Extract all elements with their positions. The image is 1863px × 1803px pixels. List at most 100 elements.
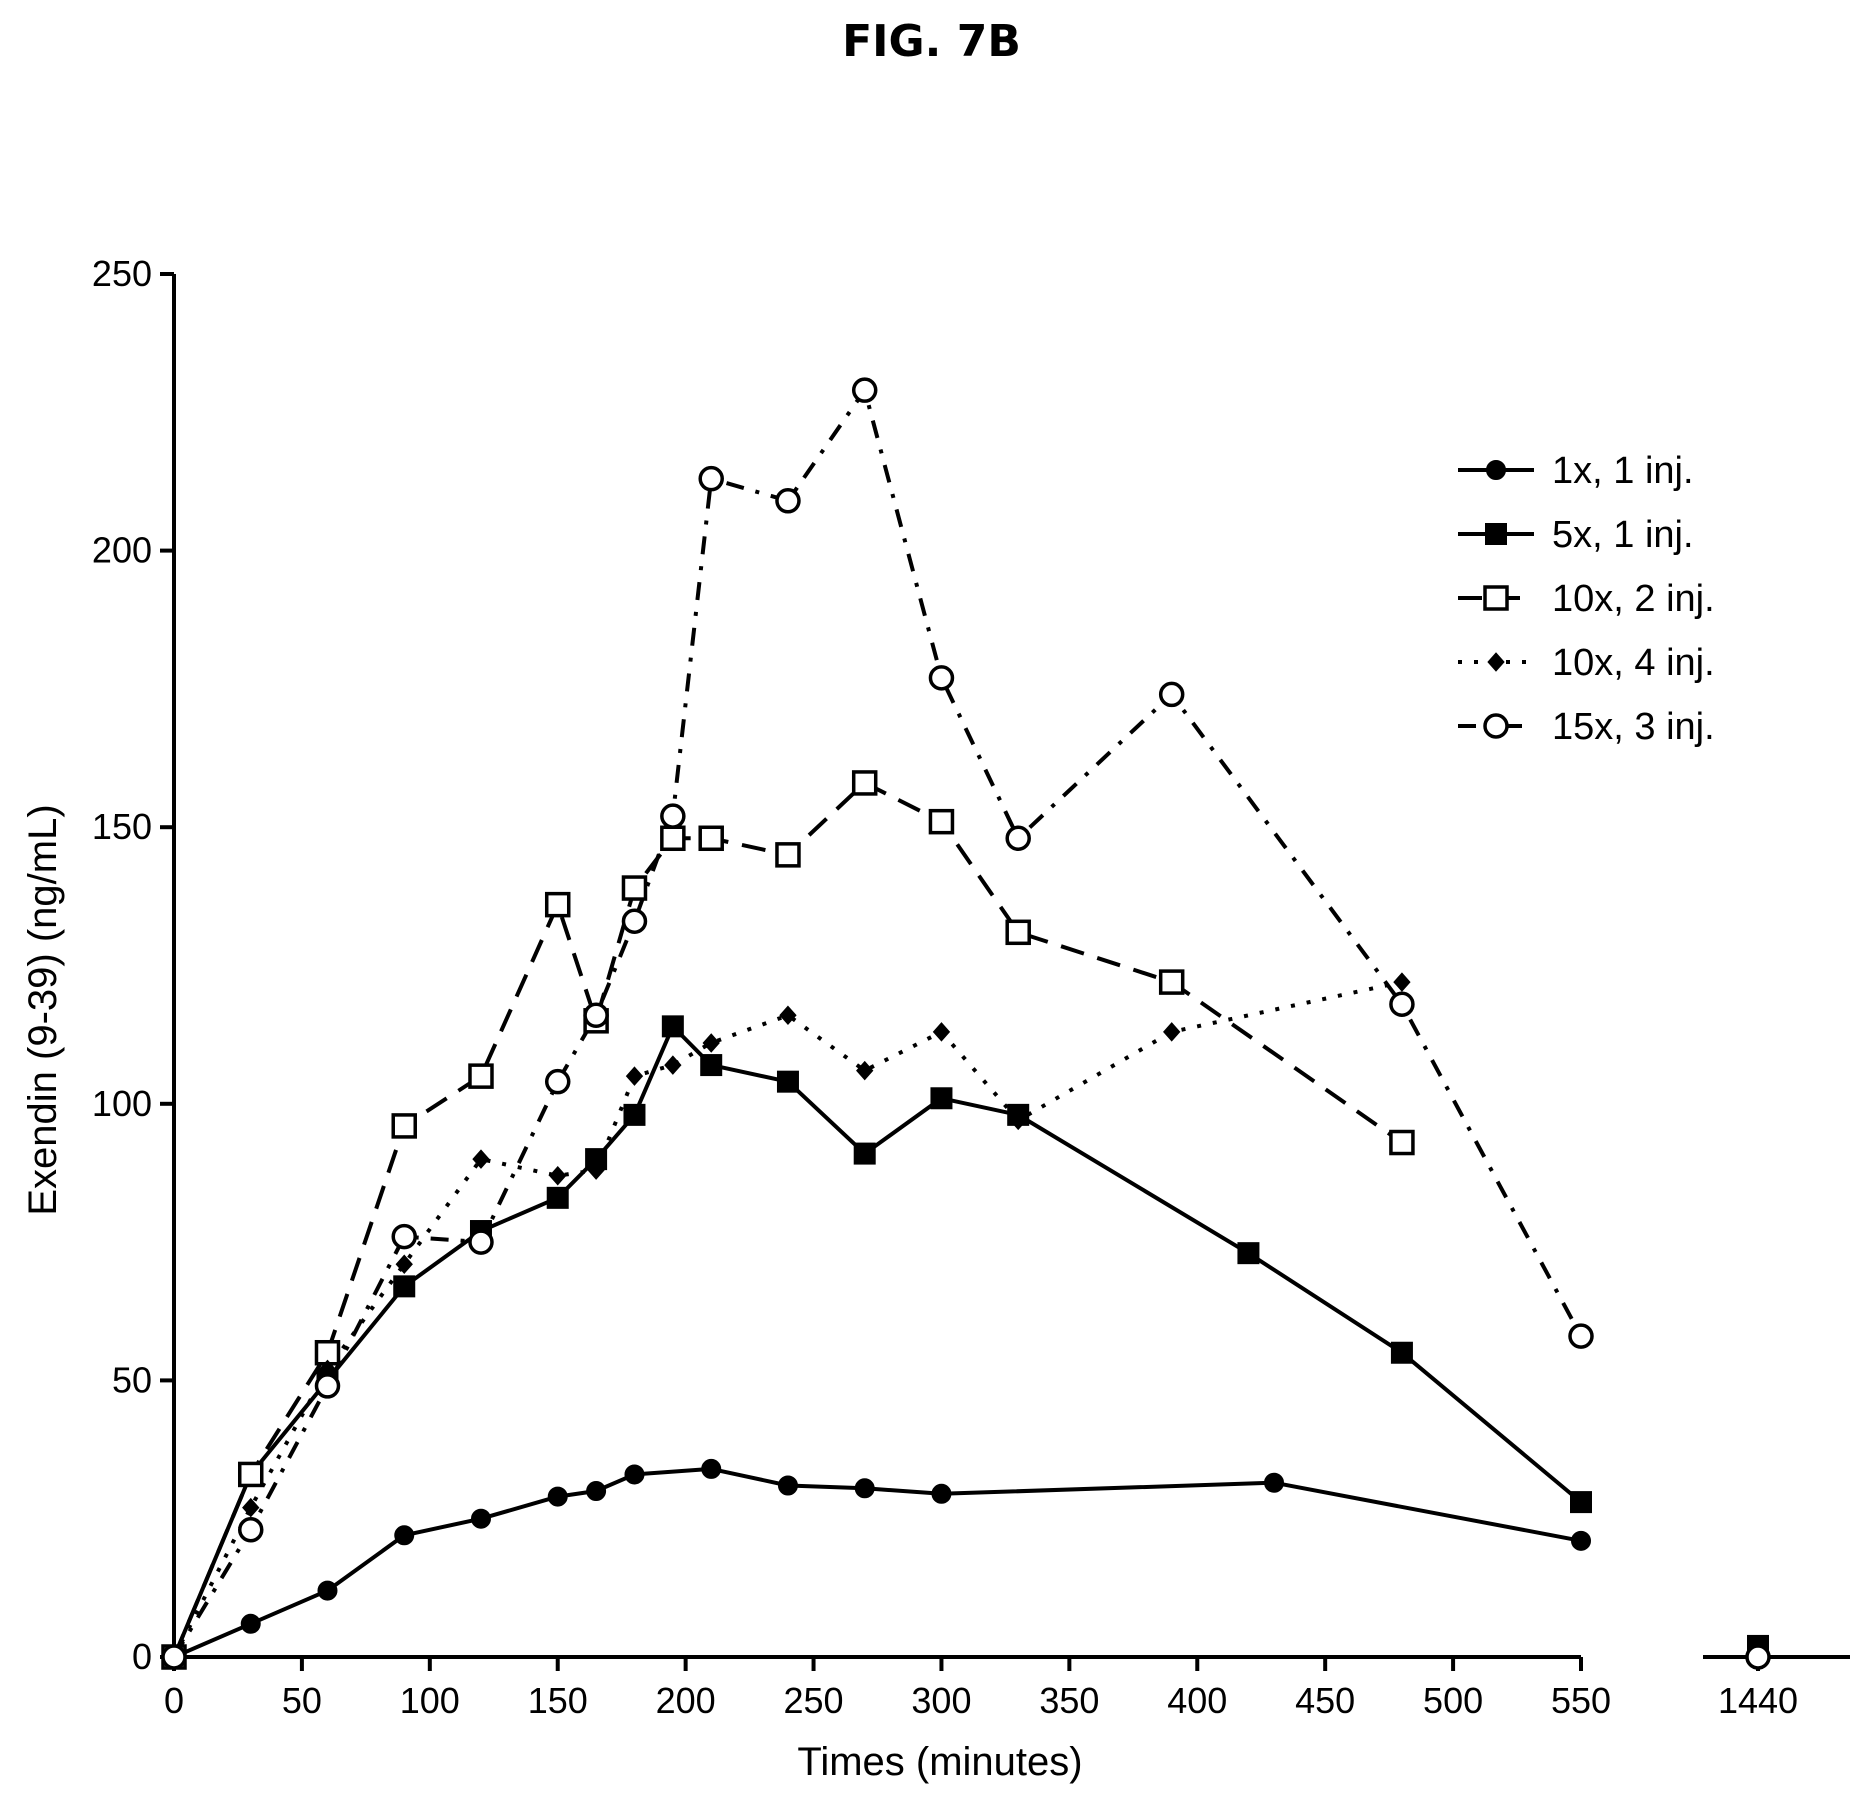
data-point [930,1087,953,1110]
axes: 0 50 100 150 200 250 0 50 100 150 200 250 300 350 400 4… [92,253,1850,1721]
data-point [664,1055,682,1075]
data-point [391,1113,417,1139]
data-point [1009,1110,1027,1131]
data-point [1389,991,1415,1017]
data-point [549,1165,567,1186]
y-tick-label: 250 [92,253,152,294]
x-tick-label: 200 [656,1680,716,1721]
legend-label-4: 10x, 4 inj. [1552,642,1715,684]
legend-label-1: 1x, 1 inj. [1552,450,1694,492]
legend-label-2: 5x, 1 inj. [1552,514,1694,556]
data-point [621,875,648,901]
x-tick-label: 250 [784,1680,844,1721]
data-point [1571,1530,1591,1551]
x-tick-label: 50 [282,1680,322,1721]
x-tick-label: 0 [164,1680,184,1721]
data-point [624,1464,645,1485]
data-point [587,1160,605,1180]
y-axis-title: Exendin (9-39) (ng/mL) [21,804,65,1215]
data-point [777,1475,798,1496]
x-tick-label: 400 [1167,1680,1227,1721]
y-tick-label: 50 [112,1359,152,1400]
figure-title: FIG. 7B [842,16,1021,67]
series-line-3 [172,780,1404,1658]
x-tick-label: 500 [1423,1680,1483,1721]
legend-marker-4 [1487,652,1505,672]
x-tick-label: 550 [1551,1680,1611,1721]
data-point [928,808,955,835]
data-point [1163,1022,1181,1042]
data-point [544,1068,571,1095]
data-point [237,1517,264,1543]
data-point [1745,1644,1771,1670]
y-tick-label: 150 [92,806,152,847]
legend-marker-1 [1486,460,1506,480]
data-point [1005,919,1031,946]
data-point [546,1186,569,1209]
legend-label-5: 15x, 3 inj. [1552,706,1715,748]
series-line-5 [172,388,1583,1659]
data-point [586,1481,607,1502]
data-point [161,1644,187,1670]
data-point [660,825,686,852]
data-point [468,1229,494,1255]
data-point [317,1580,338,1601]
data-point [1568,1323,1594,1349]
series-line-1 [173,1466,1582,1659]
series-markers [161,377,1771,1670]
data-point [853,1142,876,1165]
legend-marker-3 [1483,585,1509,611]
data-point [625,1066,644,1086]
data-point [394,1525,415,1546]
data-point [701,1458,722,1479]
data-point [472,1149,490,1169]
legend: 1x, 1 inj. 5x, 1 inj. 10x, 2 inj. 10x, 4 in… [1458,450,1715,748]
data-point [932,1022,951,1042]
data-point [928,665,955,691]
data-point [621,908,648,934]
data-point [1158,681,1185,708]
data-point [775,842,801,868]
data-point [1264,1472,1285,1493]
data-point [391,1223,417,1250]
data-point [240,1613,261,1634]
data-point [1389,1129,1415,1156]
data-point [851,377,878,403]
x-axis-title: Times (minutes) [797,1740,1082,1784]
x-tick-label: 150 [528,1680,588,1721]
data-point [547,1486,568,1507]
data-point [1237,1242,1260,1265]
data-point [931,1483,952,1504]
x-tick-label: 100 [400,1680,460,1721]
data-point [1005,825,1031,852]
data-point [700,1054,723,1077]
series-lines [172,388,1583,1659]
data-point [468,1063,494,1089]
y-tick-label: 100 [92,1083,152,1124]
data-point [1393,972,1411,992]
data-point [314,1373,341,1399]
data-point [242,1497,260,1518]
data-point [623,1103,646,1126]
data-point [583,1002,609,1029]
x-tick-label: 350 [1039,1680,1099,1721]
y-tick-label: 200 [92,530,152,571]
y-tick-label: 0 [132,1636,152,1677]
data-point [660,803,686,829]
data-point [237,1461,264,1488]
data-point [776,1070,799,1093]
data-point [698,465,724,492]
x-tick-label: 1440 [1718,1680,1798,1721]
x-tick-label: 300 [911,1680,971,1721]
data-point [702,1033,720,1053]
legend-label-3: 10x, 2 inj. [1552,578,1715,620]
data-point [698,825,724,852]
data-point [393,1275,416,1298]
data-point [854,1478,875,1499]
data-point [661,1015,684,1038]
data-point [1158,969,1185,995]
data-point [395,1254,413,1274]
data-point [1570,1491,1592,1514]
data-point [470,1508,491,1529]
